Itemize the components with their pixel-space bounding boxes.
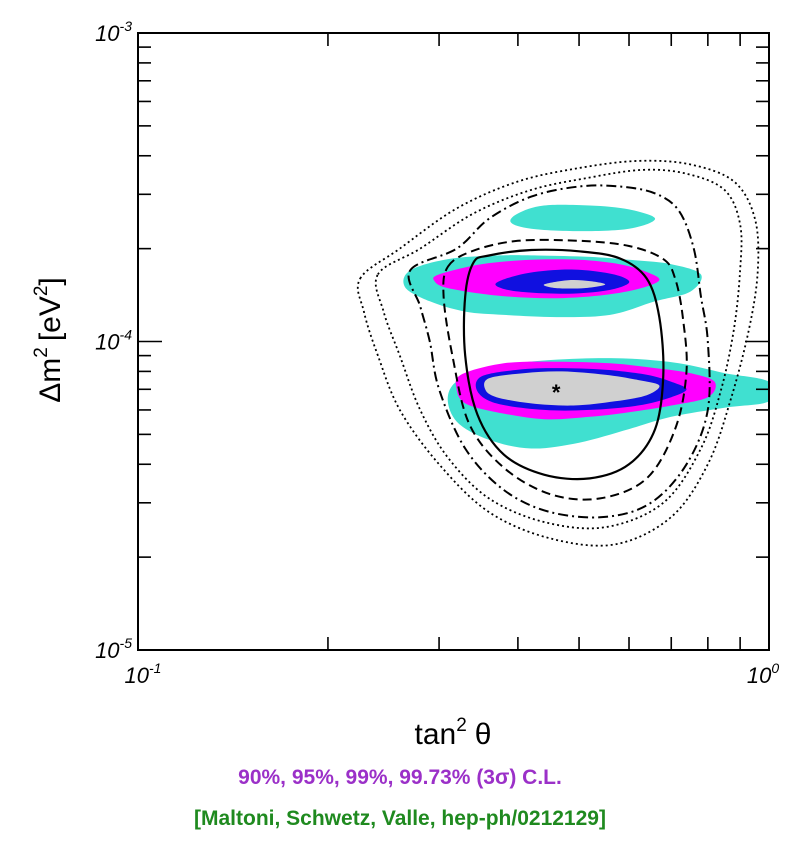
cl-region-3-2	[510, 204, 656, 232]
contour-line-dashed-1	[442, 238, 688, 501]
best-fit-marker: *	[552, 380, 561, 405]
cl-region-90-8	[543, 279, 606, 289]
y-tick-label: 10-5	[95, 635, 132, 663]
filled-confidence-regions	[403, 204, 769, 449]
y-tick-label: 10-4	[95, 327, 132, 355]
caption-confidence-levels: 90%, 95%, 99%, 99.73% (3σ) C.L.	[238, 766, 562, 789]
caption-reference: [Maltoni, Schwetz, Valle, hep-ph/0212129…	[194, 807, 606, 830]
best-fit-point: *	[552, 380, 561, 405]
x-tick-label: 100	[747, 660, 779, 688]
contour-line-dotted-4	[356, 159, 760, 547]
line-contours	[356, 159, 760, 547]
contour-line-solid-0	[462, 248, 665, 481]
tick-labels: 10-5 10-4 10-3 10-1 100	[95, 18, 779, 688]
axis-ticks	[138, 32, 769, 651]
y-axis-title: Δm2[eV2]	[31, 277, 67, 403]
plot-frame	[137, 32, 770, 651]
x-tick-label: 10-1	[125, 660, 162, 688]
contour-line-dashdot-2	[407, 184, 711, 519]
y-tick-label: 10-3	[95, 18, 132, 46]
x-axis-title: tan2 θ	[415, 715, 492, 751]
cl-region-90-7	[484, 371, 660, 406]
